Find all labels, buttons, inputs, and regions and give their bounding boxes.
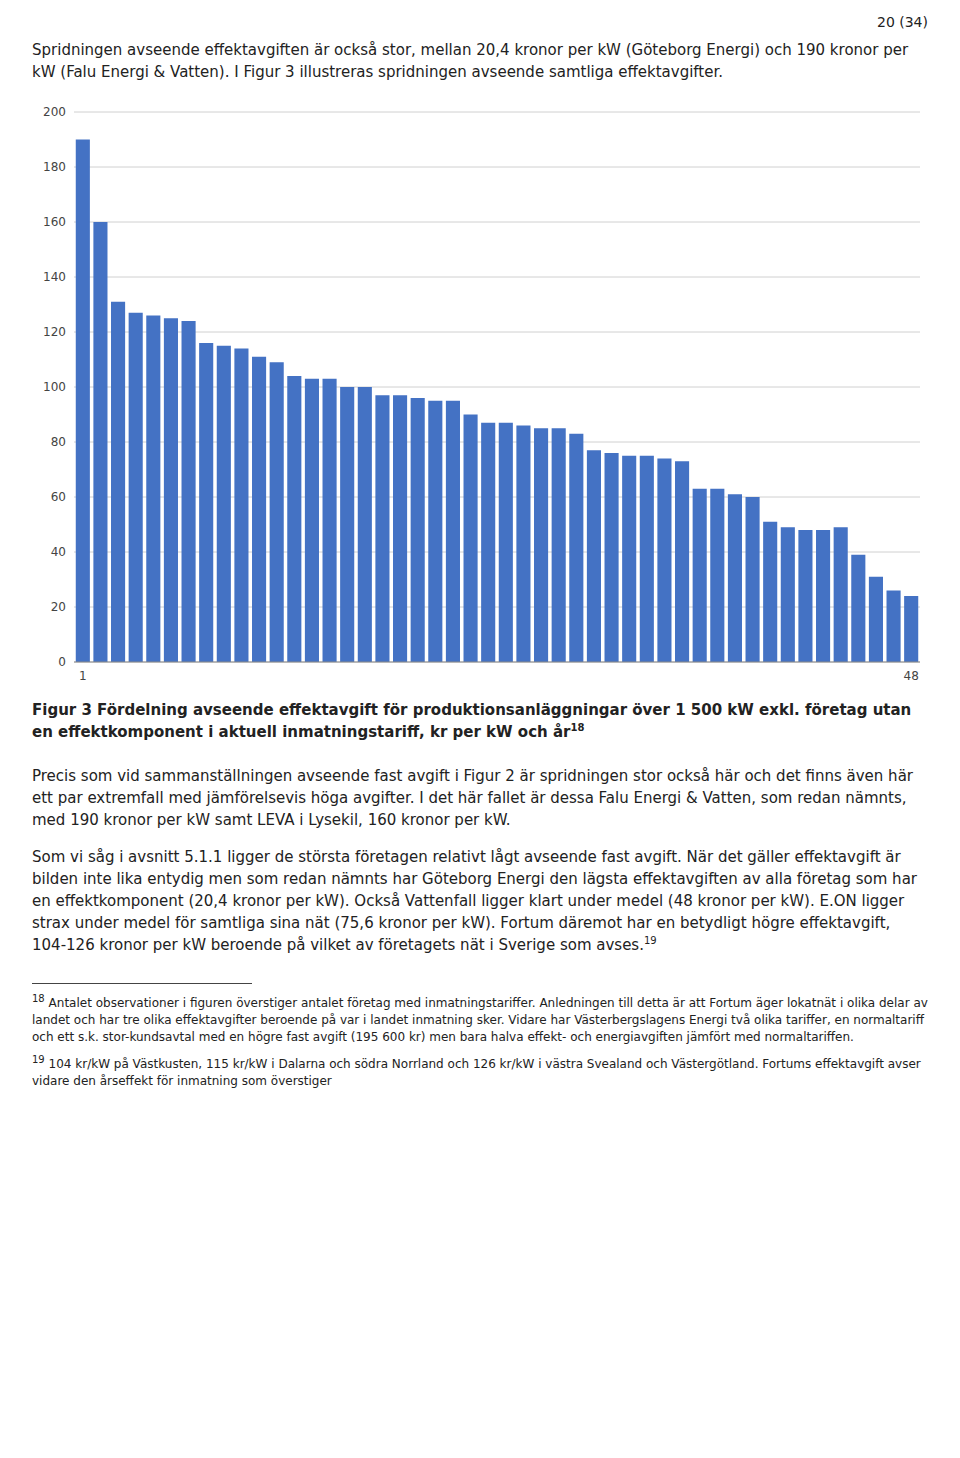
y-tick-label: 200 <box>43 105 66 119</box>
bar <box>234 348 248 662</box>
grid-line <box>74 276 920 277</box>
bar <box>710 488 724 661</box>
y-tick-label: 160 <box>43 215 66 229</box>
bar <box>111 301 125 661</box>
bar <box>904 596 918 662</box>
footnote-ref: 18 <box>570 722 584 733</box>
y-tick-label: 0 <box>58 655 66 669</box>
bar <box>887 590 901 662</box>
bar <box>693 488 707 661</box>
bar <box>411 398 425 662</box>
bar <box>675 461 689 662</box>
footnote-divider <box>32 983 252 984</box>
y-tick-label: 80 <box>51 435 66 449</box>
bar <box>499 422 513 661</box>
bar <box>640 455 654 661</box>
x-axis-line <box>74 661 920 662</box>
bar <box>569 433 583 661</box>
bar <box>587 450 601 662</box>
paragraph: Precis som vid sammanställningen avseend… <box>32 766 928 831</box>
paragraph-text: Som vi såg i avsnitt 5.1.1 ligger de stö… <box>32 848 917 954</box>
bar <box>516 425 530 662</box>
bars <box>76 139 918 662</box>
bar <box>481 422 495 661</box>
footnote: 18 Antalet observationer i figuren övers… <box>32 992 928 1045</box>
y-tick-label: 140 <box>43 270 66 284</box>
grid-line <box>74 661 920 662</box>
bar <box>146 315 160 662</box>
bar <box>816 530 830 662</box>
y-tick-label: 20 <box>51 600 66 614</box>
x-tick-label: 1 <box>79 669 87 683</box>
footnote-number: 18 <box>32 993 45 1004</box>
bar <box>287 376 301 662</box>
footnote-text: 104 kr/kW på Västkusten, 115 kr/kW i Dal… <box>32 1057 921 1088</box>
bar <box>323 378 337 661</box>
y-tick-label: 180 <box>43 160 66 174</box>
x-tick-label: 48 <box>904 669 919 683</box>
bar <box>781 527 795 662</box>
bar <box>76 139 90 662</box>
bar <box>746 497 760 662</box>
bar <box>393 395 407 662</box>
bar <box>93 222 107 662</box>
bar <box>728 494 742 662</box>
bar <box>358 387 372 662</box>
bar <box>534 428 548 662</box>
bar <box>199 343 213 662</box>
bar <box>164 318 178 662</box>
bar <box>464 414 478 662</box>
bar <box>622 455 636 661</box>
bar <box>428 400 442 661</box>
caption: Figur 3 Fördelning avseende effektavgift… <box>32 700 928 745</box>
bar <box>182 321 196 662</box>
page-number: 20 (34) <box>32 14 928 30</box>
bar <box>375 395 389 662</box>
bar <box>605 453 619 662</box>
bar <box>270 362 284 662</box>
caption-text: Figur 3 Fördelning avseende effektavgift… <box>32 701 911 742</box>
page: 20 (34) Spridningen avseende effektavgift… <box>0 0 960 1090</box>
footnote-ref: 19 <box>644 935 657 946</box>
footnote-number: 19 <box>32 1054 45 1065</box>
bar <box>869 576 883 661</box>
bar <box>252 356 266 661</box>
bar <box>446 400 460 661</box>
grid-line <box>74 111 920 112</box>
y-tick-label: 120 <box>43 325 66 339</box>
bar-chart: 0 20 40 60 80 100 120 140 160 180 200 1 48 <box>32 100 928 690</box>
y-tick-label: 100 <box>43 380 66 394</box>
bar <box>763 521 777 661</box>
grid-line <box>74 221 920 222</box>
bar <box>851 554 865 661</box>
y-tick-label: 40 <box>51 545 66 559</box>
paragraph: Som vi såg i avsnitt 5.1.1 ligger de stö… <box>32 847 928 957</box>
paragraph: Spridningen avseende effektavgiften är o… <box>32 40 928 84</box>
y-tick-label: 60 <box>51 490 66 504</box>
bar <box>657 458 671 662</box>
bar <box>798 530 812 662</box>
bar <box>340 387 354 662</box>
bar <box>305 378 319 661</box>
bar <box>217 345 231 661</box>
grid: 0 20 40 60 80 100 120 140 160 180 200 <box>43 105 920 669</box>
footnote: 19 104 kr/kW på Västkusten, 115 kr/kW i … <box>32 1053 928 1090</box>
footnote-text: Antalet observationer i figuren överstig… <box>32 996 928 1044</box>
grid-line <box>74 331 920 332</box>
bar <box>552 428 566 662</box>
bar <box>834 527 848 662</box>
bar <box>129 312 143 661</box>
grid-line <box>74 166 920 167</box>
